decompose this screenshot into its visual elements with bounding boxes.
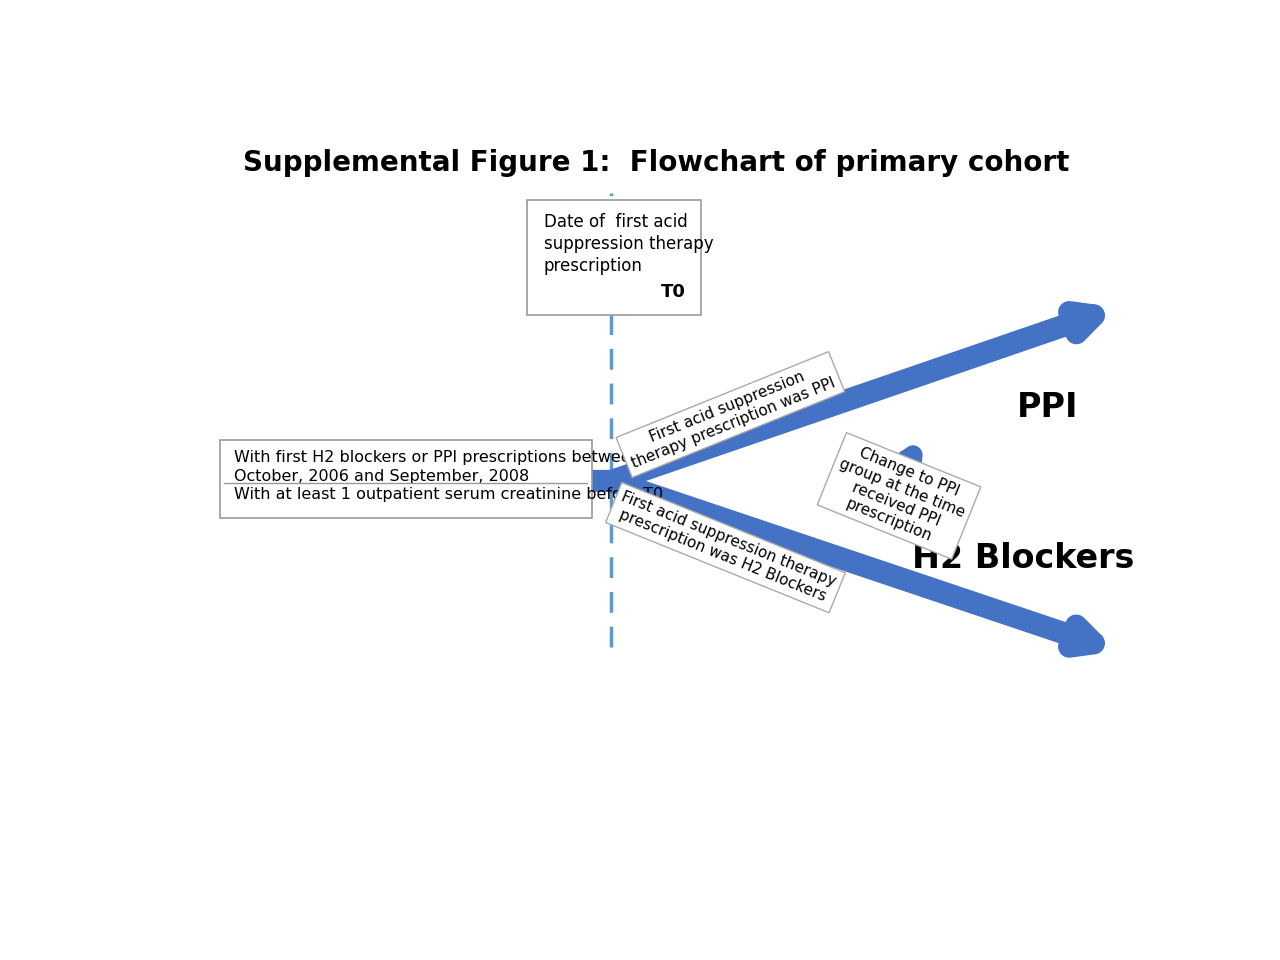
Text: First acid suppression
therapy prescription was PPI: First acid suppression therapy prescript… — [623, 359, 838, 470]
FancyBboxPatch shape — [527, 201, 700, 315]
Text: With at least 1 outpatient serum creatinine before T0: With at least 1 outpatient serum creatin… — [234, 487, 663, 502]
Text: Supplemental Figure 1:  Flowchart of primary cohort: Supplemental Figure 1: Flowchart of prim… — [243, 149, 1069, 178]
Text: First acid suppression therapy
prescription was H2 Blockers: First acid suppression therapy prescript… — [613, 490, 838, 606]
Text: With first H2 blockers or PPI prescriptions between
October, 2006 and September,: With first H2 blockers or PPI prescripti… — [234, 450, 641, 484]
Text: H2 Blockers: H2 Blockers — [911, 542, 1134, 575]
Text: PPI: PPI — [1018, 391, 1079, 423]
Text: T0: T0 — [660, 283, 686, 300]
FancyBboxPatch shape — [220, 441, 591, 518]
Text: Change to PPI
group at the time
received PPI
prescription: Change to PPI group at the time received… — [824, 440, 974, 552]
Text: Date of  first acid
suppression therapy
prescription: Date of first acid suppression therapy p… — [544, 213, 713, 276]
